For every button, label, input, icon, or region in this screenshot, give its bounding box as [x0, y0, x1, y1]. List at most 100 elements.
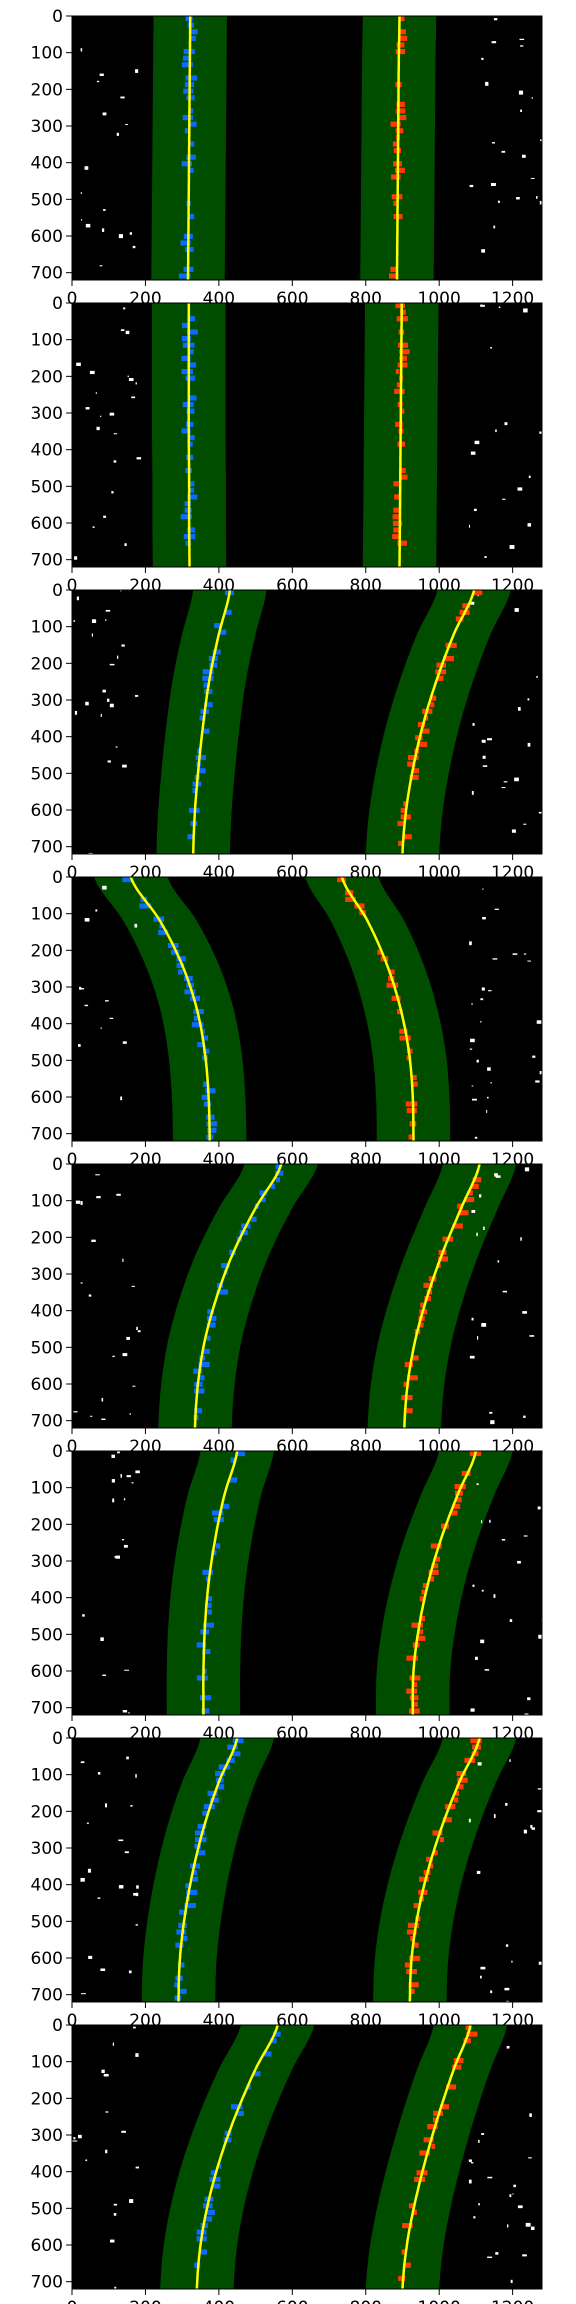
lane-pixel-cluster: [186, 408, 195, 414]
noise-pixel: [131, 1285, 135, 1287]
lane-pixel-cluster: [430, 1576, 435, 1582]
lane-pixel-cluster: [417, 722, 426, 728]
noise-pixel: [527, 1697, 531, 1701]
noise-pixel: [109, 412, 115, 416]
lane-pixel-cluster: [411, 1622, 423, 1628]
noise-pixel: [509, 1619, 513, 1623]
noise-pixel: [88, 1294, 92, 1297]
lane-pixel-cluster: [201, 1035, 209, 1041]
y-tick-label: 300: [31, 404, 63, 424]
noise-pixel: [116, 655, 119, 659]
noise-pixel: [517, 487, 523, 491]
lane-pixel-cluster: [430, 702, 435, 708]
noise-pixel: [501, 786, 506, 789]
noise-pixel: [480, 304, 483, 307]
subplot-8: 0 200 400 600 800 1000 1200 0 100 200 300 400 500 600…: [31, 2016, 543, 2304]
noise-pixel: [128, 378, 134, 382]
axes-frame: [71, 876, 543, 1142]
noise-pixel: [117, 1451, 120, 1454]
noise-pixel: [480, 1966, 486, 1970]
noise-pixel: [481, 1520, 483, 1524]
noise-pixel: [482, 755, 486, 759]
lane-pixel-cluster: [176, 962, 185, 968]
y-tick-label: 300: [31, 2126, 63, 2146]
noise-pixel: [115, 746, 118, 748]
right-fit-line: [401, 590, 476, 854]
noise-pixel: [474, 440, 480, 445]
right-fit-line: [398, 303, 403, 567]
lane-pixel-cluster: [203, 1101, 212, 1107]
noise-pixel: [468, 2159, 472, 2162]
noise-pixel: [527, 742, 531, 747]
lane-pixel-cluster: [386, 982, 399, 988]
noise-pixel: [494, 908, 499, 910]
noise-pixel: [113, 460, 117, 463]
axes-frame: [71, 302, 543, 568]
lane-pixel-cluster: [207, 1127, 217, 1133]
y-tick-label: 600: [31, 1949, 63, 1969]
noise-pixel: [80, 192, 82, 194]
noise-pixel: [124, 1851, 129, 1854]
lane-pixel-cluster: [175, 1942, 184, 1948]
noise-pixel: [118, 1839, 124, 1842]
lane-pixel-cluster: [187, 316, 196, 322]
lane-pixel-cluster: [433, 1850, 438, 1856]
lane-pixel-cluster: [407, 1375, 418, 1381]
left-fit-line: [191, 590, 232, 854]
lane-pixel-cluster: [224, 609, 232, 615]
lane-pixel-cluster: [206, 1322, 216, 1328]
left-search-band: [141, 1738, 274, 2002]
lane-pixel-cluster: [207, 1790, 218, 1796]
noise-pixel: [102, 885, 107, 890]
lane-pixel-cluster: [399, 474, 408, 480]
lane-pixel-cluster: [190, 481, 195, 487]
noise-pixel: [476, 1232, 478, 1237]
lane-pixel-cluster: [403, 1408, 413, 1414]
lane-pixel-cluster: [202, 675, 214, 681]
plot-content: [80, 1738, 542, 2002]
noise-pixel: [469, 941, 472, 946]
lane-pixel-cluster: [405, 1101, 418, 1107]
y-tick-label: 700: [31, 1412, 63, 1432]
noise-pixel: [111, 491, 114, 494]
lane-pixel-cluster: [452, 1223, 463, 1229]
y-tick-label: 200: [31, 367, 63, 387]
lane-pixel-cluster: [275, 1164, 282, 1170]
noise-pixel: [501, 150, 506, 153]
noise-pixel: [507, 2224, 509, 2228]
noise-pixel: [501, 1539, 506, 1541]
y-tick-label: 600: [31, 514, 63, 534]
left-search-band: [158, 1164, 319, 1428]
lane-pixel-cluster: [182, 1936, 188, 1942]
noise-pixel: [120, 590, 122, 592]
noise-pixel: [123, 1498, 126, 1501]
lane-pixel-cluster: [397, 821, 406, 827]
noise-pixel: [103, 209, 106, 211]
noise-pixel: [492, 142, 495, 144]
lane-pixel-cluster: [216, 1784, 225, 1790]
noise-pixel: [102, 1674, 107, 1676]
noise-pixel: [481, 2133, 485, 2135]
lane-pixel-cluster: [189, 108, 194, 114]
lane-pixel-cluster: [178, 273, 191, 279]
noise-pixel: [471, 1209, 476, 1213]
noise-pixel: [78, 1044, 81, 1047]
y-tick-label: 400: [31, 154, 63, 174]
lane-pixel-cluster: [423, 1282, 433, 1288]
lane-pixel-cluster: [203, 1081, 209, 1087]
noise-pixel: [471, 1085, 474, 1087]
lane-pixel-cluster: [442, 656, 454, 662]
lane-pixel-cluster: [202, 1048, 210, 1054]
x-tick-label: 600: [276, 2298, 308, 2304]
noise-pixel: [470, 1708, 475, 1712]
noise-pixel: [530, 1824, 533, 1829]
lane-pixel-cluster: [178, 969, 183, 975]
noise-pixel: [129, 1413, 131, 1415]
lane-pixel-cluster: [177, 1988, 187, 1994]
noise-pixel: [122, 1041, 127, 1044]
y-tick-label: 400: [31, 1015, 63, 1035]
y-tick-label: 500: [31, 2199, 63, 2219]
noise-pixel: [523, 308, 528, 313]
noise-pixel: [502, 498, 506, 500]
noise-pixel: [470, 451, 476, 455]
